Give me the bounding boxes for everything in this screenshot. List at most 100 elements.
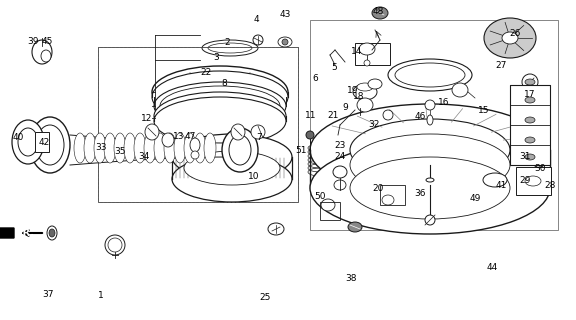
Text: 37: 37: [42, 290, 54, 299]
Ellipse shape: [357, 98, 373, 112]
Bar: [35, 132, 49, 152]
Text: 4: 4: [253, 15, 259, 24]
Text: 34: 34: [138, 152, 150, 161]
Ellipse shape: [353, 84, 377, 100]
Text: 11: 11: [305, 111, 317, 120]
Ellipse shape: [154, 133, 166, 163]
Ellipse shape: [47, 226, 57, 240]
Text: 41: 41: [495, 181, 507, 190]
Text: 21: 21: [327, 111, 339, 120]
Text: 13: 13: [173, 132, 184, 140]
Text: 16: 16: [438, 98, 449, 107]
Bar: [380, 185, 405, 205]
Ellipse shape: [350, 119, 510, 181]
Ellipse shape: [160, 86, 280, 126]
Text: 2: 2: [225, 38, 230, 47]
Bar: [98, 47, 298, 202]
Text: 19: 19: [347, 86, 358, 95]
Bar: [510, 85, 550, 165]
Ellipse shape: [152, 71, 288, 123]
Ellipse shape: [425, 215, 435, 225]
Ellipse shape: [12, 120, 44, 164]
Ellipse shape: [41, 50, 51, 62]
Ellipse shape: [190, 138, 200, 152]
Ellipse shape: [483, 173, 507, 187]
Ellipse shape: [231, 124, 245, 140]
Ellipse shape: [426, 178, 434, 182]
Text: 26: 26: [510, 29, 521, 38]
Text: 40: 40: [13, 133, 24, 142]
Ellipse shape: [191, 151, 199, 159]
Ellipse shape: [145, 124, 159, 140]
Text: 9: 9: [343, 103, 348, 112]
Text: 23: 23: [334, 141, 346, 150]
Ellipse shape: [222, 128, 258, 172]
Ellipse shape: [134, 133, 146, 163]
Ellipse shape: [525, 154, 535, 160]
Ellipse shape: [154, 92, 286, 140]
Text: 12: 12: [141, 114, 153, 123]
Ellipse shape: [383, 110, 393, 120]
Ellipse shape: [357, 83, 373, 91]
Text: 20: 20: [372, 184, 384, 193]
Ellipse shape: [350, 134, 510, 196]
Ellipse shape: [30, 117, 70, 173]
Ellipse shape: [502, 32, 518, 44]
Text: 3: 3: [213, 53, 219, 62]
Ellipse shape: [484, 18, 536, 58]
Ellipse shape: [172, 134, 292, 180]
Text: 33: 33: [95, 143, 107, 152]
Ellipse shape: [204, 133, 216, 163]
Bar: [320, 202, 340, 220]
Ellipse shape: [278, 37, 292, 47]
Ellipse shape: [395, 63, 465, 87]
Text: 1: 1: [98, 292, 104, 300]
Text: 31: 31: [520, 152, 531, 161]
Ellipse shape: [253, 35, 263, 45]
Ellipse shape: [268, 223, 284, 235]
Ellipse shape: [184, 151, 280, 185]
Ellipse shape: [427, 115, 433, 125]
Ellipse shape: [382, 195, 394, 205]
Ellipse shape: [202, 40, 258, 56]
Ellipse shape: [154, 97, 286, 145]
Ellipse shape: [208, 43, 252, 53]
Ellipse shape: [184, 133, 196, 163]
Text: 36: 36: [415, 189, 426, 198]
Ellipse shape: [368, 79, 382, 89]
Text: 30: 30: [534, 164, 545, 172]
Ellipse shape: [425, 100, 435, 110]
Text: 5: 5: [331, 63, 337, 72]
Ellipse shape: [172, 156, 292, 202]
Ellipse shape: [348, 222, 362, 232]
Ellipse shape: [525, 117, 535, 123]
Ellipse shape: [306, 131, 314, 139]
Ellipse shape: [359, 43, 375, 55]
Ellipse shape: [282, 39, 288, 45]
Ellipse shape: [104, 133, 116, 163]
Text: 29: 29: [520, 176, 531, 185]
Ellipse shape: [522, 74, 538, 90]
Text: 51: 51: [295, 146, 307, 155]
Text: 27: 27: [495, 61, 507, 70]
Text: 25: 25: [259, 293, 271, 302]
Ellipse shape: [525, 176, 541, 186]
Ellipse shape: [94, 133, 106, 163]
Text: 39: 39: [28, 37, 39, 46]
Ellipse shape: [194, 133, 206, 163]
Ellipse shape: [154, 82, 286, 130]
Ellipse shape: [174, 133, 186, 163]
Text: 44: 44: [487, 263, 498, 272]
Text: 42: 42: [39, 138, 50, 147]
Text: FR.: FR.: [16, 228, 34, 238]
Ellipse shape: [164, 133, 176, 163]
Ellipse shape: [310, 104, 550, 196]
Ellipse shape: [452, 83, 468, 97]
Ellipse shape: [210, 88, 230, 96]
Ellipse shape: [49, 229, 55, 237]
Text: 45: 45: [41, 37, 53, 46]
Ellipse shape: [310, 142, 550, 234]
Ellipse shape: [388, 59, 472, 91]
Ellipse shape: [372, 7, 388, 19]
Bar: [355, 43, 390, 65]
